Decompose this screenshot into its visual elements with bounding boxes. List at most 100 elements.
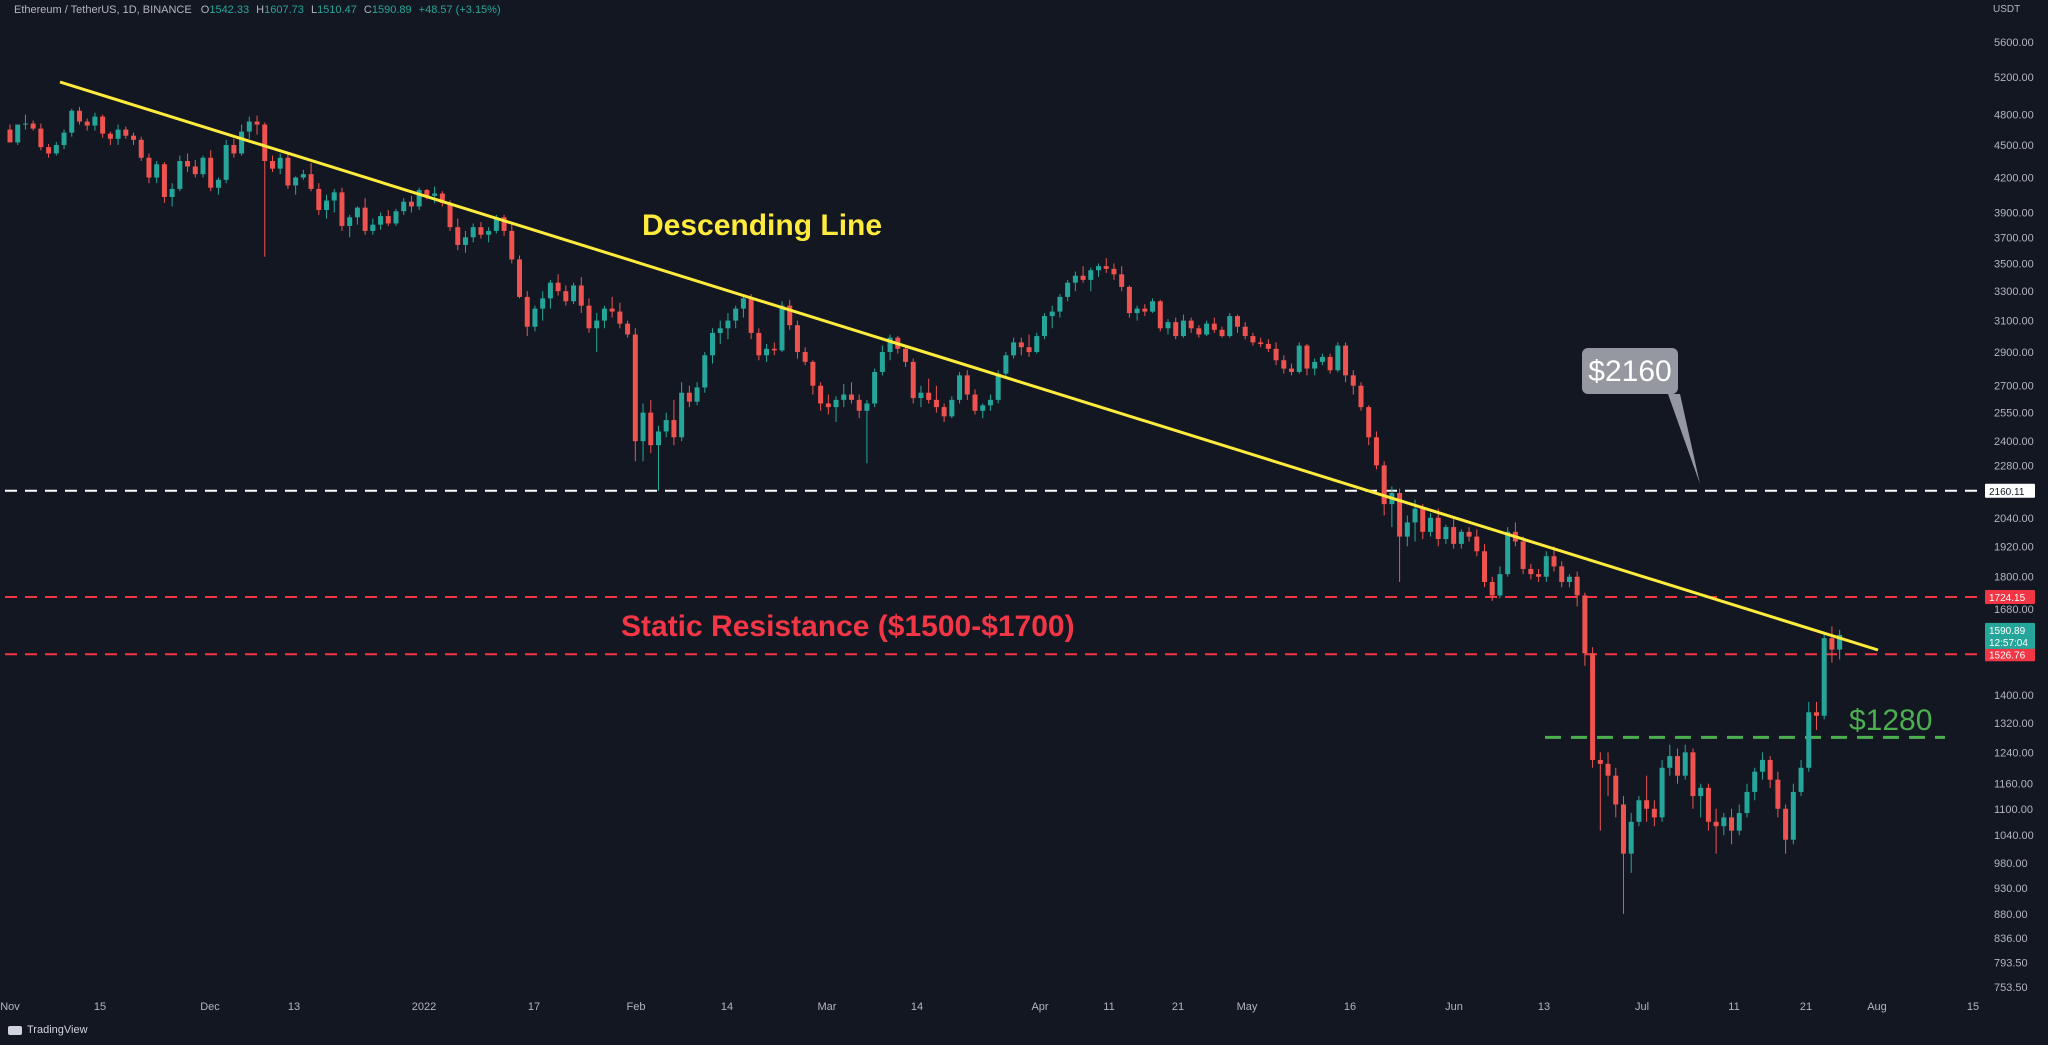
candle: [1744, 783, 1750, 818]
candle: [455, 218, 461, 251]
candle: [1011, 337, 1017, 359]
candle: [1111, 263, 1117, 280]
date-tick-label: 21: [1800, 1001, 1812, 1013]
candle: [1482, 543, 1488, 588]
candle: [848, 382, 854, 404]
candle: [555, 274, 561, 296]
candle: [1620, 796, 1626, 914]
time-axis[interactable]: Nov 15 Dec 13 2022 17 Feb 14 Mar 14 Apr 11 21 May 16 Ju…: [0, 1001, 1979, 1013]
tradingview-logo[interactable]: TradingView: [8, 1024, 88, 1036]
candle: [146, 153, 152, 184]
candle: [501, 214, 507, 236]
resistance-lower-tag: 1526.76: [1985, 647, 2035, 662]
candle: [1536, 568, 1542, 582]
candle: [1736, 804, 1742, 836]
price-tick-label: 1920.00: [1994, 541, 2034, 553]
candle: [192, 159, 198, 178]
candle: [825, 394, 831, 415]
price-tick-label: 3700.00: [1994, 232, 2034, 244]
candle: [655, 425, 661, 491]
candle: [1119, 266, 1125, 292]
ohlc-open: 1542.33: [209, 4, 250, 16]
trendline-layer: [59, 80, 1879, 652]
date-tick-label: Aug: [1867, 1001, 1887, 1013]
date-tick-label: 11: [1728, 1001, 1739, 1013]
candle: [385, 210, 391, 226]
candle: [841, 383, 847, 408]
candle: [1072, 271, 1078, 292]
candle: [1319, 353, 1325, 366]
price-tick-label: 793.50: [1994, 958, 2028, 970]
candle: [733, 305, 739, 329]
price-tick-label: 930.00: [1994, 883, 2028, 895]
candle: [1798, 759, 1804, 797]
candle: [756, 328, 762, 361]
support-1280-label: $1280: [1849, 704, 1932, 737]
candle: [215, 177, 221, 195]
date-tick-label: 15: [1967, 1001, 1979, 1013]
candle: [887, 334, 893, 361]
candle: [100, 114, 106, 138]
svg-text:1526.76: 1526.76: [1989, 650, 2026, 661]
candle: [200, 155, 206, 178]
candle: [46, 143, 52, 158]
candle: [1227, 313, 1233, 338]
candle: [563, 285, 569, 306]
price-tick-label: 1240.00: [1994, 747, 2034, 759]
price-tick-label: 2550.00: [1994, 408, 2034, 420]
candle: [1289, 363, 1295, 376]
candle: [1489, 576, 1495, 601]
candle: [1466, 527, 1472, 542]
candle: [1520, 536, 1526, 575]
date-tick-label: Apr: [1031, 1001, 1048, 1013]
candle: [1698, 783, 1704, 818]
price-axis[interactable]: 5600.00 5200.00 4800.00 4500.00 4200.00 3900.…: [1985, 37, 2035, 994]
candle: [987, 394, 993, 411]
candle: [1543, 551, 1549, 582]
candle: [725, 313, 731, 340]
candle: [926, 378, 932, 404]
candle: [748, 294, 754, 340]
candle: [1312, 358, 1318, 376]
price-tick-label: 1100.00: [1994, 804, 2033, 816]
currency-label: USDT: [1993, 4, 2021, 15]
candle: [1427, 513, 1433, 537]
candle: [1258, 337, 1264, 348]
candle: [208, 150, 214, 192]
candle: [779, 301, 785, 353]
candle: [416, 187, 422, 211]
candle: [393, 208, 399, 226]
candle: [941, 403, 947, 422]
candle: [571, 282, 577, 305]
level-lines: [5, 489, 1985, 739]
candle: [1350, 370, 1356, 395]
candle: [702, 352, 708, 393]
candle: [138, 136, 144, 162]
candle: [254, 115, 260, 135]
candle: [1096, 263, 1102, 278]
symbol-title[interactable]: Ethereum / TetherUS, 1D, BINANCE: [14, 4, 192, 16]
svg-text:1724.15: 1724.15: [1989, 593, 2026, 604]
candle: [107, 131, 113, 146]
candle: [1041, 313, 1047, 340]
candle: [1628, 813, 1634, 873]
candle: [980, 403, 986, 419]
candle: [1497, 566, 1503, 599]
candle: [401, 198, 407, 215]
candle: [1126, 285, 1132, 318]
candle: [1165, 319, 1171, 335]
candle: [1157, 299, 1163, 332]
price-tick-label: 1400.00: [1994, 690, 2034, 702]
candle: [1682, 744, 1688, 780]
ohlc-low-label: L: [310, 4, 318, 16]
descending-trendline[interactable]: [59, 80, 1879, 652]
candle: [1767, 756, 1773, 788]
candle: [1026, 334, 1032, 357]
static-resistance-label: Static Resistance ($1500-$1700): [621, 610, 1075, 643]
candle: [856, 394, 862, 419]
price-tick-label: 3100.00: [1994, 316, 2034, 328]
